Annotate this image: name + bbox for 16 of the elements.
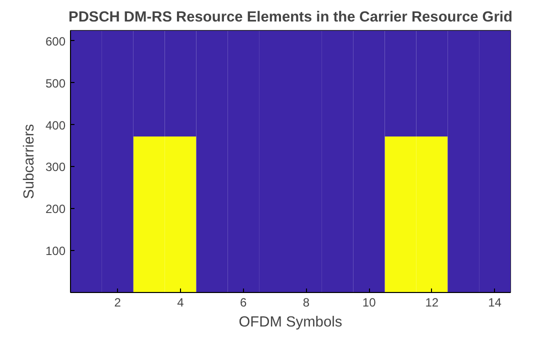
x-tick-label: 14 [488,296,502,310]
x-tick-label: 4 [177,296,184,310]
y-tick-label: 300 [45,160,66,174]
chart-title: PDSCH DM-RS Resource Elements in the Carrier Resource Grid [68,10,512,26]
x-tick-label: 2 [114,296,122,310]
y-tick-label: 600 [45,34,66,48]
x-axis-title: OFDM Symbols [238,314,342,330]
x-tick-label: 6 [240,296,248,310]
x-tick-label: 8 [302,296,310,310]
x-tick-label: 10 [362,296,376,310]
y-tick-label: 200 [45,202,66,216]
y-tick-label: 100 [45,244,66,258]
x-tick-label: 12 [425,296,439,310]
y-tick-label: 500 [45,76,66,90]
y-tick-label: 400 [45,118,66,132]
y-axis-title: Subcarriers [21,124,38,199]
